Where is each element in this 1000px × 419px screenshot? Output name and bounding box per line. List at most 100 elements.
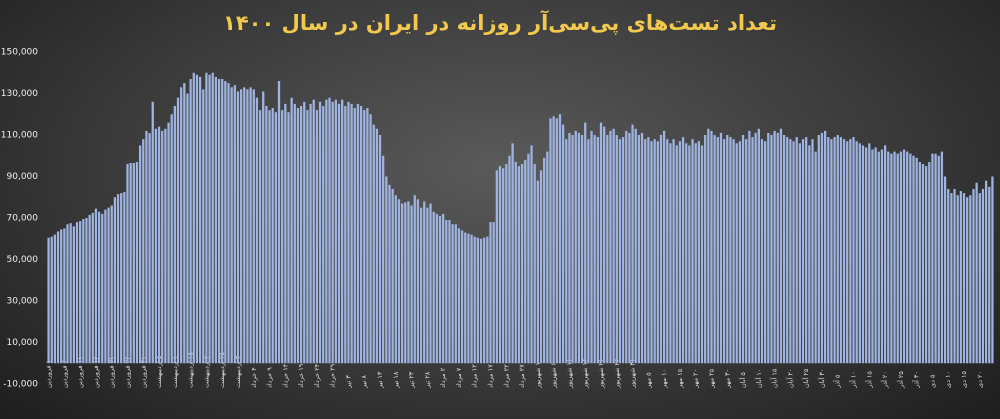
bar bbox=[508, 155, 511, 364]
bar bbox=[625, 130, 628, 364]
bar bbox=[527, 153, 530, 364]
bar bbox=[678, 141, 682, 364]
bar bbox=[262, 91, 265, 364]
bar bbox=[741, 135, 745, 364]
y-tick-label: 70,000 bbox=[7, 214, 39, 224]
x-tick-label: ۲ مرداد bbox=[439, 367, 447, 388]
bar bbox=[442, 213, 445, 364]
x-tick-label: ۱۶ فروردین bbox=[92, 356, 100, 388]
bar bbox=[350, 103, 353, 364]
bar bbox=[394, 195, 397, 364]
bar bbox=[145, 130, 148, 364]
bar bbox=[217, 78, 221, 364]
bar bbox=[846, 141, 849, 364]
bar bbox=[543, 157, 546, 364]
x-tick-label: ۱۳ تیر bbox=[376, 371, 384, 389]
chart-title: تعداد تست‌های پی‌سی‌آر روزانه در ایران د… bbox=[223, 10, 777, 35]
bar bbox=[738, 141, 742, 364]
bar bbox=[63, 228, 66, 364]
bar bbox=[883, 145, 887, 364]
bar bbox=[138, 145, 142, 364]
x-tick-label: ۲۱ فروردین bbox=[108, 356, 116, 388]
bar bbox=[773, 130, 776, 364]
bar bbox=[770, 135, 773, 364]
bar bbox=[719, 132, 723, 364]
bar bbox=[186, 93, 189, 364]
bar bbox=[265, 105, 268, 364]
bar bbox=[429, 203, 432, 364]
x-tick-label: ۳۱ فروردین bbox=[139, 356, 147, 388]
bar bbox=[899, 151, 903, 364]
x-tick-label: ۲۰ اردیبهشت bbox=[202, 352, 210, 388]
bar bbox=[356, 103, 360, 364]
x-tick-label: ۱۸ تیر bbox=[392, 371, 400, 389]
bar bbox=[820, 132, 824, 364]
x-tick-label: ۲۵ آبان bbox=[801, 368, 810, 388]
bar bbox=[568, 132, 571, 364]
bar bbox=[167, 122, 170, 364]
bar bbox=[252, 89, 255, 364]
x-tick-label: ۱۵ آذر bbox=[864, 371, 873, 389]
bar bbox=[700, 145, 704, 364]
x-tick-label: ۱۰ مهر bbox=[660, 369, 668, 389]
bar bbox=[189, 78, 192, 364]
bar bbox=[258, 110, 262, 364]
bar bbox=[410, 205, 413, 364]
x-tick-label: ۱۷ مرداد bbox=[487, 364, 495, 388]
bar bbox=[397, 199, 401, 364]
bar bbox=[514, 161, 517, 364]
bar bbox=[694, 143, 697, 364]
bar bbox=[369, 114, 372, 364]
x-tick-label: ۲۴ خرداد bbox=[313, 363, 321, 388]
bar bbox=[921, 164, 925, 364]
bar bbox=[764, 141, 767, 364]
bar bbox=[906, 151, 909, 364]
bar bbox=[852, 137, 855, 364]
bar bbox=[243, 87, 246, 364]
bar bbox=[419, 207, 423, 364]
bar bbox=[650, 141, 653, 364]
bar bbox=[315, 110, 319, 364]
y-tick-label: 130,000 bbox=[1, 89, 38, 99]
x-tick-label: ۱ فروردین bbox=[45, 360, 53, 388]
bar bbox=[445, 220, 448, 364]
bar bbox=[808, 145, 811, 364]
bar bbox=[691, 139, 694, 364]
bar bbox=[956, 195, 959, 364]
bar bbox=[981, 188, 985, 364]
bar bbox=[811, 139, 814, 364]
bar bbox=[814, 151, 817, 364]
bar bbox=[126, 164, 129, 364]
bar bbox=[132, 163, 135, 364]
bar bbox=[685, 143, 688, 364]
bar bbox=[211, 72, 214, 364]
bar bbox=[236, 91, 240, 364]
bar bbox=[239, 89, 243, 364]
bar bbox=[984, 180, 988, 364]
bar bbox=[56, 231, 60, 364]
bar bbox=[277, 81, 281, 364]
bar bbox=[991, 176, 994, 364]
bar bbox=[460, 230, 464, 364]
bar bbox=[79, 221, 82, 364]
bar bbox=[404, 202, 407, 364]
bar bbox=[359, 105, 363, 364]
bar bbox=[205, 72, 208, 364]
bar bbox=[180, 87, 183, 364]
bar bbox=[640, 132, 644, 364]
bar bbox=[877, 151, 880, 364]
bar bbox=[801, 139, 805, 364]
bar bbox=[710, 130, 713, 364]
bar bbox=[893, 151, 896, 364]
bar bbox=[82, 219, 85, 364]
bar bbox=[173, 105, 176, 364]
bar bbox=[72, 226, 75, 364]
bar bbox=[274, 112, 277, 364]
bar bbox=[281, 110, 284, 364]
bar bbox=[915, 157, 918, 364]
x-tick-label: ۲۱ شهریور bbox=[597, 359, 605, 389]
bar bbox=[817, 135, 820, 364]
bar bbox=[912, 155, 915, 364]
bar bbox=[432, 211, 435, 364]
bar bbox=[88, 214, 91, 364]
